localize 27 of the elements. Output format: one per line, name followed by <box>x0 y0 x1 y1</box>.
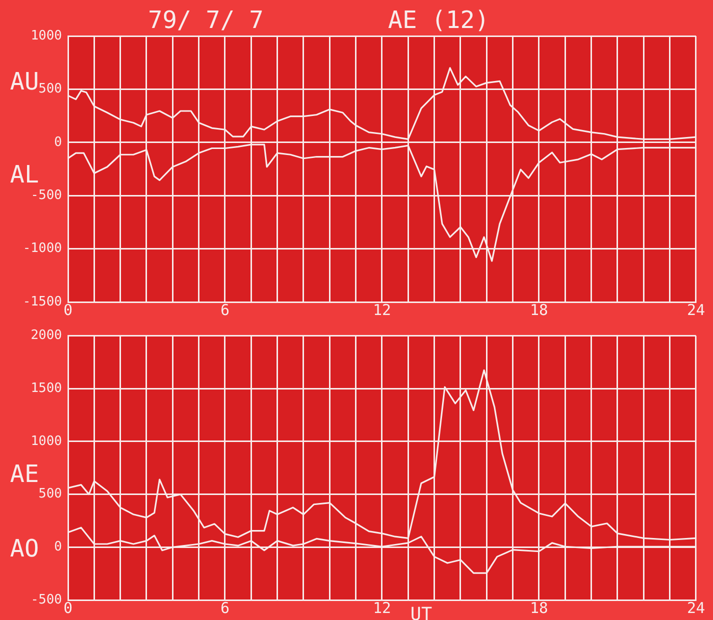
x-tick-label: 12 <box>372 300 392 319</box>
y-tick-label: -1500 <box>22 294 62 310</box>
series-label: AO <box>10 534 39 562</box>
series-label: AE <box>10 460 39 488</box>
x-tick-label: 6 <box>220 598 230 617</box>
y-tick-label: -500 <box>30 592 62 608</box>
x-tick-label: 24 <box>686 598 705 617</box>
x-tick-label: 6 <box>220 300 230 319</box>
y-tick-label: 500 <box>38 486 62 502</box>
chart-subtitle: AE (12) <box>388 6 490 34</box>
y-tick-label: -1000 <box>22 241 62 256</box>
y-tick-label: -500 <box>30 188 62 203</box>
y-tick-label: 0 <box>54 540 62 555</box>
chart-title: 79/ 7/ 7 <box>148 6 264 34</box>
x-tick-label: 12 <box>372 598 392 617</box>
x-axis-title: UT <box>410 604 432 620</box>
series-label: AL <box>10 160 39 188</box>
y-tick-label: 2000 <box>30 328 62 344</box>
x-tick-label: 18 <box>530 598 548 617</box>
x-tick-label: 24 <box>686 300 705 319</box>
series-label: AU <box>10 68 39 96</box>
y-tick-label: 0 <box>54 134 62 150</box>
y-tick-label: 1500 <box>30 381 62 396</box>
y-tick-label: 1000 <box>30 434 62 449</box>
y-tick-label: 1000 <box>30 28 62 44</box>
y-tick-label: 500 <box>38 82 62 97</box>
x-tick-label: 18 <box>530 300 548 319</box>
